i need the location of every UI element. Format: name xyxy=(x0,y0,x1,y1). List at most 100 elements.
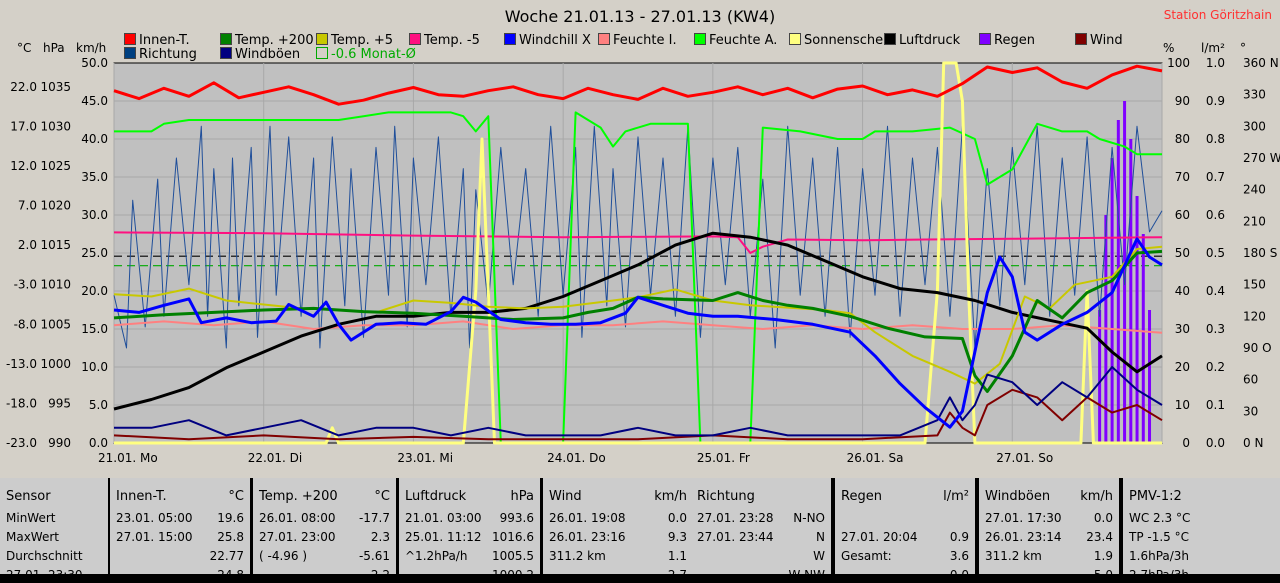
stats-header-title: Windböen xyxy=(985,489,1051,504)
stats-header-unit: °C xyxy=(374,489,390,504)
stats-row: 24.8 xyxy=(116,567,244,583)
tick-label-temp: -23.0 xyxy=(6,436,37,450)
tick-label-temp: -8.0 xyxy=(14,317,37,331)
legend-label: Feuchte I. xyxy=(613,33,677,48)
stats-column: Windböen km/h 27.01. 17:30 0.0 26.01. 23:14 2… xyxy=(979,478,1119,582)
stats-row: 27.01. 23:28 N-NO xyxy=(697,510,825,526)
stats-cell-value: 0.0 xyxy=(667,511,687,525)
legend-swatch xyxy=(316,47,328,59)
tick-label-wind: 40.0 xyxy=(81,132,108,146)
tick-label-wind: 10.0 xyxy=(81,360,108,374)
rain-bar xyxy=(1141,234,1145,443)
stats-header: PMV-1:2 xyxy=(1129,489,1274,505)
stats-row: 27.01. 17:30 0.0 xyxy=(985,510,1113,526)
tick-label-rain: 0.9 xyxy=(1206,94,1225,108)
stats-header: Innen-T. °C xyxy=(116,489,244,505)
tick-label-rain: 0.6 xyxy=(1206,208,1225,222)
stats-row: 311.2 km 1.9 xyxy=(985,548,1113,564)
tick-label-humidity: 70 xyxy=(1175,170,1190,184)
tick-label-direction: 330 xyxy=(1243,88,1266,102)
stats-cell-value: N xyxy=(816,530,825,544)
stats-cell-label: 26.01. 23:14 xyxy=(985,530,1062,544)
stats-table: Sensor MinWert MaxWert Durchschnitt 27.01. 2… xyxy=(0,478,1280,582)
series-line-temp-200 xyxy=(113,249,1163,393)
legend-label: Temp. +5 xyxy=(331,33,394,48)
stats-row: 1000.2 xyxy=(405,567,534,583)
legend-swatch xyxy=(220,33,232,45)
stats-cell-value: 1.9 xyxy=(1093,549,1113,563)
stats-cell-value: 993.6 xyxy=(499,511,534,525)
stats-cell-value: 22.77 xyxy=(209,549,244,563)
tick-label-wind: 35.0 xyxy=(81,170,108,184)
stats-row: MinWert xyxy=(6,510,102,526)
stats-cell-value: 0.0 xyxy=(949,568,969,582)
stats-header: Sensor xyxy=(6,489,102,505)
tick-label-wind: 15.0 xyxy=(81,322,108,336)
stats-header-unit: km/h xyxy=(1080,489,1113,504)
tick-label-temp: -3.0 xyxy=(14,278,37,292)
axis-head-celsius: °C xyxy=(17,41,32,55)
series-line-feuchte-a- xyxy=(114,111,1162,444)
tick-label-humidity: 10 xyxy=(1175,398,1190,412)
tick-label-day: 23.01. Mi xyxy=(397,451,453,465)
stats-cell-value: 24.8 xyxy=(217,568,244,582)
stats-cell-value: 5.0 xyxy=(1093,568,1113,582)
stats-cell-value: 19.6 xyxy=(217,511,244,525)
tick-label-humidity: 50 xyxy=(1175,246,1190,260)
stats-column: Temp. +200 °C 26.01. 08:00 -17.7 27.01. 23:0… xyxy=(253,478,396,582)
stats-cell-value: 1016.6 xyxy=(492,530,534,544)
stats-cell-label: MaxWert xyxy=(6,530,59,544)
stats-row: 21.01. 03:00 993.6 xyxy=(405,510,534,526)
stats-header: Wind km/h xyxy=(549,489,687,505)
stats-row: 23.01. 05:00 19.6 xyxy=(116,510,244,526)
tick-label-pressure: 990 xyxy=(48,436,71,450)
stats-cell-label: 27.01. 20:04 xyxy=(841,530,918,544)
rain-bar xyxy=(1129,139,1133,443)
tick-label-humidity: 90 xyxy=(1175,94,1190,108)
legend-item: Luftdruck xyxy=(884,33,960,48)
stats-column: Wind km/h 26.01. 19:08 0.0 26.01. 23:16 9.3 31… xyxy=(543,478,693,582)
tick-label-humidity: 60 xyxy=(1175,208,1190,222)
tick-label-pressure: 1020 xyxy=(40,199,71,213)
legend-item: Windböen xyxy=(220,47,300,62)
stats-cell-label: 311.2 km xyxy=(985,549,1042,563)
axis-head-degree: ° xyxy=(1240,41,1246,55)
stats-row xyxy=(841,510,969,526)
stats-cell-label: 27.01. 23:00 xyxy=(259,530,336,544)
stats-cell-value: 9.3 xyxy=(667,530,687,544)
tick-label-pressure: 1010 xyxy=(40,278,71,292)
stats-header-title: Temp. +200 xyxy=(259,489,338,504)
stats-row: Durchschnitt xyxy=(6,548,102,564)
legend-item: Regen xyxy=(979,33,1035,48)
tick-label-temp: 12.0 xyxy=(10,159,37,173)
tick-label-humidity: 30 xyxy=(1175,322,1190,336)
legend-swatch xyxy=(409,33,421,45)
stats-column: PMV-1:2 WC 2.3 °C TP -1.5 °C 1.6hPa/3h 2.7hP… xyxy=(1123,478,1280,582)
tick-label-pressure: 1005 xyxy=(40,317,71,331)
stats-cell-value: 2.2 xyxy=(370,568,390,582)
stats-header-title: Sensor xyxy=(6,489,51,504)
stats-row: 1.6hPa/3h xyxy=(1129,548,1274,564)
tick-label-wind: 20.0 xyxy=(81,284,108,298)
stats-cell-label: 1.6hPa/3h xyxy=(1129,549,1190,563)
legend-item: Sonnenschein xyxy=(789,33,895,48)
stats-cell-value: N-NO xyxy=(793,511,825,525)
legend-label: Innen-T. xyxy=(139,33,190,48)
tick-label-pressure: 1015 xyxy=(40,238,71,252)
stats-cell-label: ( -4.96 ) xyxy=(259,549,308,563)
tick-label-direction: 210 xyxy=(1243,214,1266,228)
tick-label-day: 24.01. Do xyxy=(547,451,606,465)
legend-swatch xyxy=(220,47,232,59)
weather-chart: 22.0 17.0 12.0 7.0 2.0 -3.0 -8.0 -13.0 -18.0 -23.… xyxy=(6,56,1280,465)
stats-column: Innen-T. °C 23.01. 05:00 19.6 27.01. 15:00 25… xyxy=(110,478,250,582)
stats-cell-label: WC 2.3 °C xyxy=(1129,511,1191,525)
tick-label-day: 22.01. Di xyxy=(248,451,303,465)
stats-row: 27.01. 23:30 xyxy=(6,567,102,583)
tick-label-direction: 0 N xyxy=(1243,436,1263,450)
stats-row: 2.2 xyxy=(259,567,390,583)
stats-cell-label: 27.01. 23:28 xyxy=(697,511,774,525)
stats-cell-value: 0.9 xyxy=(949,530,969,544)
series-line-innen-t- xyxy=(113,64,1163,106)
stats-cell-label: 26.01. 23:16 xyxy=(549,530,626,544)
stats-row: 27.01. 20:04 0.9 xyxy=(841,529,969,545)
